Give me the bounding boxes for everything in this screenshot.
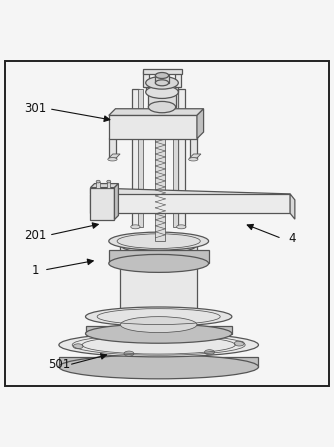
Ellipse shape <box>121 316 197 333</box>
Polygon shape <box>115 184 119 219</box>
Bar <box>121 245 197 325</box>
Ellipse shape <box>146 86 178 98</box>
Ellipse shape <box>155 80 169 86</box>
Bar <box>143 68 182 74</box>
Bar <box>138 89 143 227</box>
Bar <box>155 87 165 241</box>
Polygon shape <box>109 154 120 158</box>
Bar <box>143 71 149 87</box>
Polygon shape <box>86 326 232 333</box>
Bar <box>178 89 185 227</box>
Ellipse shape <box>109 254 208 272</box>
Ellipse shape <box>177 225 186 229</box>
Text: 4: 4 <box>288 232 296 245</box>
Ellipse shape <box>189 158 198 161</box>
Polygon shape <box>91 188 290 200</box>
Ellipse shape <box>146 76 178 89</box>
Ellipse shape <box>109 232 208 250</box>
Ellipse shape <box>124 351 134 356</box>
Ellipse shape <box>59 333 259 357</box>
Text: 201: 201 <box>24 229 47 242</box>
Bar <box>109 115 197 139</box>
Ellipse shape <box>103 335 113 340</box>
Ellipse shape <box>86 324 232 343</box>
Ellipse shape <box>148 86 176 98</box>
Text: 1: 1 <box>32 264 39 277</box>
Ellipse shape <box>96 180 100 183</box>
Ellipse shape <box>148 101 176 113</box>
Polygon shape <box>109 109 204 115</box>
Ellipse shape <box>183 334 193 339</box>
Ellipse shape <box>131 225 140 229</box>
Bar <box>190 138 197 158</box>
Bar <box>175 71 181 87</box>
Bar <box>91 188 115 219</box>
Ellipse shape <box>155 72 169 79</box>
Ellipse shape <box>86 307 232 326</box>
Bar <box>97 181 100 188</box>
Polygon shape <box>91 184 119 188</box>
Text: 501: 501 <box>48 358 70 371</box>
Polygon shape <box>91 194 290 213</box>
Polygon shape <box>59 357 259 367</box>
Ellipse shape <box>121 237 197 253</box>
Bar <box>173 89 178 227</box>
Polygon shape <box>190 154 201 158</box>
Ellipse shape <box>234 341 244 346</box>
Bar <box>148 92 176 107</box>
Text: 301: 301 <box>24 102 47 115</box>
Bar <box>155 76 169 83</box>
Polygon shape <box>109 250 208 263</box>
Bar <box>107 181 111 188</box>
Ellipse shape <box>59 355 259 379</box>
Polygon shape <box>197 109 204 139</box>
Bar <box>146 83 178 92</box>
Ellipse shape <box>107 180 111 183</box>
Ellipse shape <box>108 158 117 161</box>
Bar <box>109 138 116 158</box>
Polygon shape <box>290 194 295 219</box>
Bar <box>132 89 139 227</box>
Ellipse shape <box>73 344 83 349</box>
Ellipse shape <box>204 350 214 354</box>
